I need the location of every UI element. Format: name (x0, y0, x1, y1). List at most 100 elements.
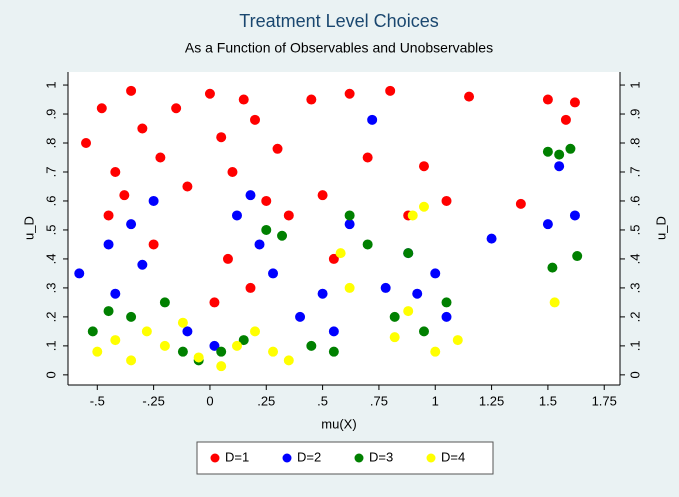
point (110, 288, 121, 299)
point (317, 190, 328, 201)
chart-title: Treatment Level Choices (239, 11, 438, 31)
point (177, 346, 188, 357)
point (565, 143, 576, 154)
x-tick-label: 0 (206, 393, 213, 408)
point (441, 297, 452, 308)
point (209, 297, 220, 308)
y-tick-label: .1 (43, 340, 58, 351)
point (119, 190, 130, 201)
point (549, 297, 560, 308)
point (542, 219, 553, 230)
point (328, 253, 339, 264)
point (193, 352, 204, 363)
x-tick-label: -.5 (90, 393, 105, 408)
point (344, 219, 355, 230)
point (216, 132, 227, 143)
point (238, 94, 249, 105)
point (389, 311, 400, 322)
point (204, 88, 215, 99)
point (254, 239, 265, 250)
y-tick-label: .4 (43, 254, 58, 265)
y2-tick-label: .4 (627, 254, 642, 265)
point (403, 306, 414, 317)
point (306, 340, 317, 351)
point (238, 335, 249, 346)
legend-box (196, 441, 494, 475)
point (126, 355, 137, 366)
point (344, 88, 355, 99)
point (452, 335, 463, 346)
y-tick-label: .5 (43, 225, 58, 236)
point (569, 210, 580, 221)
point (103, 239, 114, 250)
x-tick-label: -.25 (142, 393, 164, 408)
point (283, 355, 294, 366)
y-tick-label: 1 (43, 81, 58, 88)
point (137, 123, 148, 134)
y2-tick-label: 0 (627, 371, 642, 378)
legend-label: D=3 (369, 449, 393, 464)
plot-area (68, 72, 620, 385)
point (182, 181, 193, 192)
legend-label: D=1 (225, 449, 249, 464)
point (554, 149, 565, 160)
x-tick-label: 1.25 (479, 393, 504, 408)
point (430, 346, 441, 357)
point (464, 91, 475, 102)
x-tick-label: 1.75 (592, 393, 617, 408)
y2-tick-label: 1 (627, 81, 642, 88)
point (177, 317, 188, 328)
point (222, 253, 233, 264)
y-tick-label: .7 (43, 167, 58, 178)
y-tick-label: .8 (43, 138, 58, 149)
y2-tick-label: .1 (627, 340, 642, 351)
x-tick-label: 1 (432, 393, 439, 408)
point (159, 297, 170, 308)
point (367, 114, 378, 125)
point (110, 335, 121, 346)
point (261, 224, 272, 235)
point (407, 210, 418, 221)
point (209, 340, 220, 351)
point (362, 239, 373, 250)
legend-label: D=2 (297, 449, 321, 464)
point (250, 326, 261, 337)
y2-tick-label: .2 (627, 311, 642, 322)
y2-tick-label: .5 (627, 225, 642, 236)
point (418, 161, 429, 172)
legend-label: D=4 (441, 449, 465, 464)
x-axis-title: mu(X) (321, 416, 356, 431)
point (231, 210, 242, 221)
point (81, 138, 92, 149)
point (250, 114, 261, 125)
point (335, 248, 346, 259)
chart-subtitle: As a Function of Observables and Unobser… (185, 40, 493, 56)
legend-marker (282, 453, 292, 463)
point (430, 268, 441, 279)
point (328, 346, 339, 357)
y-tick-label: 0 (43, 371, 58, 378)
point (277, 230, 288, 241)
point (412, 288, 423, 299)
y2-tick-label: .3 (627, 282, 642, 293)
point (110, 166, 121, 177)
y-tick-label: .9 (43, 109, 58, 120)
point (486, 233, 497, 244)
point (569, 97, 580, 108)
point (328, 326, 339, 337)
point (418, 201, 429, 212)
y2-tick-label: .9 (627, 109, 642, 120)
y-tick-label: .2 (43, 311, 58, 322)
y2-tick-label: .7 (627, 167, 642, 178)
point (306, 94, 317, 105)
x-tick-label: .25 (257, 393, 275, 408)
point (141, 326, 152, 337)
point (137, 259, 148, 270)
point (547, 262, 558, 273)
point (103, 210, 114, 221)
x-tick-label: .5 (317, 393, 328, 408)
point (268, 268, 279, 279)
point (362, 152, 373, 163)
point (159, 340, 170, 351)
